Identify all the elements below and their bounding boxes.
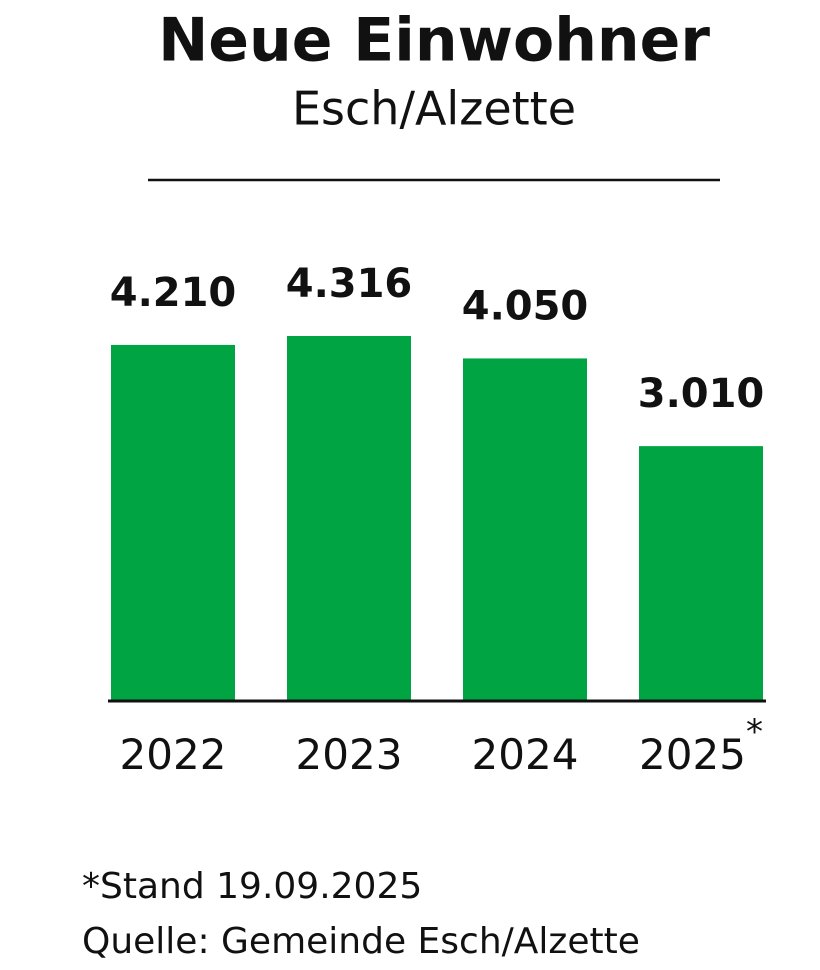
source: Quelle: Gemeinde Esch/Alzette [82,921,640,962]
bar [639,446,763,700]
x-tick-label: 2025* [639,712,763,779]
value-label: 3.010 [638,371,765,417]
x-tick-label: 2024 [472,730,579,779]
category: 2025 [639,730,746,779]
category: 2023 [296,730,403,779]
chart-subtitle: Esch/Alzette [292,82,576,136]
category-marker: * [746,712,763,752]
category: 2022 [120,730,227,779]
value-label: 4.316 [286,261,413,307]
footnote: *Stand 19.09.2025 [82,866,422,907]
x-tick-label: 2022 [120,730,227,779]
x-tick-label: 2023 [296,730,403,779]
bar [111,344,235,700]
bar [463,358,587,700]
bar [287,336,411,700]
value-label: 4.210 [110,270,237,316]
value-label: 4.050 [462,283,589,329]
chart-title: Neue Einwohner [158,6,710,76]
category: 2024 [472,730,579,779]
